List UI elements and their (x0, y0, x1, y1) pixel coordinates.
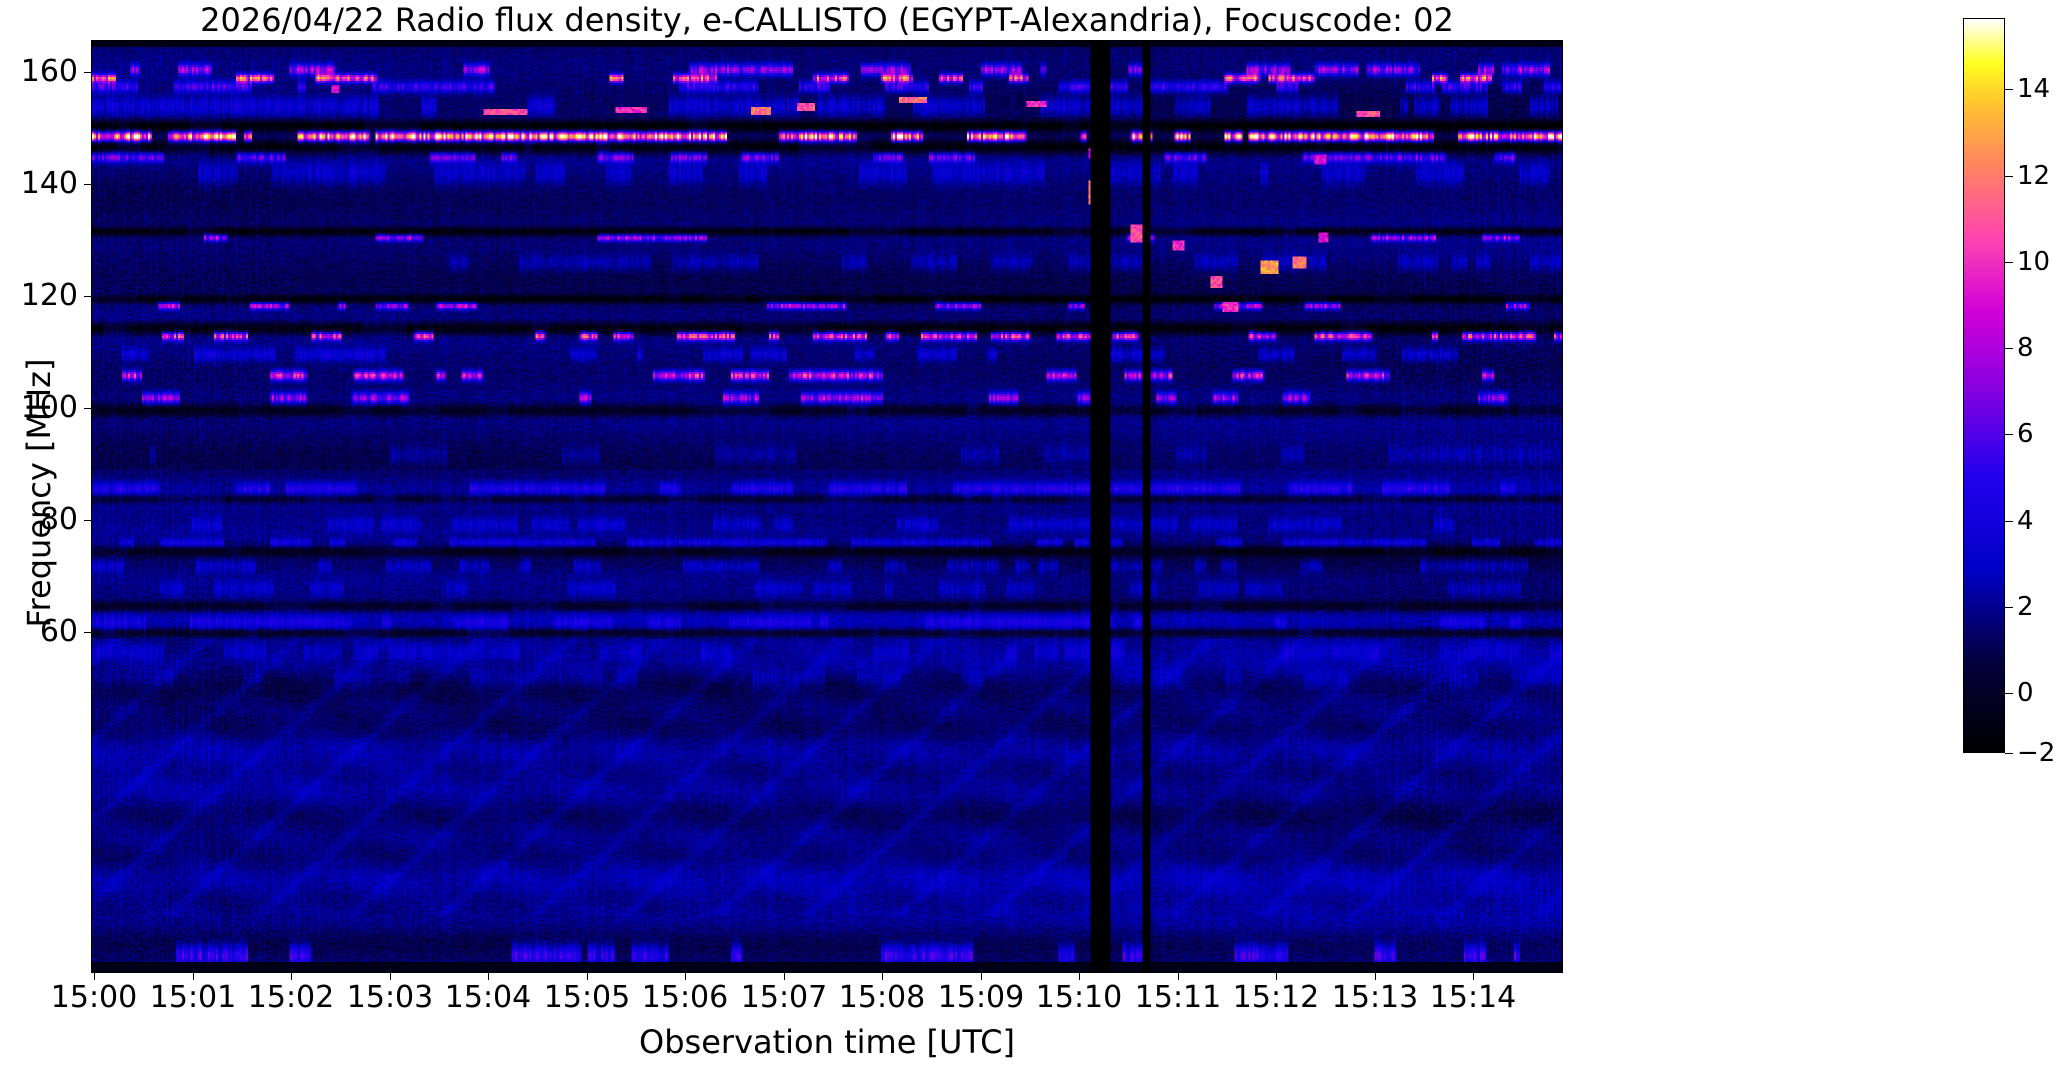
x-tick-mark (1178, 973, 1180, 980)
y-tick-label: 60 (39, 614, 78, 649)
x-tick-label: 15:09 (937, 980, 1025, 1015)
colorbar-tick-mark (2005, 176, 2013, 178)
colorbar-tick-mark (2005, 753, 2013, 755)
x-tick-label: 15:00 (50, 980, 138, 1015)
x-tick-mark (488, 973, 490, 980)
x-tick-label: 15:06 (641, 980, 729, 1015)
x-tick-mark (193, 973, 195, 980)
y-tick-label: 120 (20, 278, 78, 313)
colorbar-tick-label: 0 (2017, 678, 2034, 708)
page-title: 2026/04/22 Radio flux density, e-CALLIST… (200, 1, 1454, 39)
x-tick-mark (1473, 973, 1475, 980)
colorbar-tick-label: 14 (2017, 74, 2051, 104)
spectrogram-canvas (92, 41, 1562, 972)
y-axis-title: Frequency [MHz] (20, 358, 58, 628)
colorbar-tick-mark (2005, 693, 2013, 695)
x-tick-mark (291, 973, 293, 980)
x-tick-label: 15:02 (247, 980, 335, 1015)
colorbar-tick-mark (2005, 607, 2013, 609)
colorbar-tick-label: 4 (2017, 506, 2034, 536)
x-tick-mark (390, 973, 392, 980)
x-tick-mark (1375, 973, 1377, 980)
colorbar-tick-label: 6 (2017, 419, 2034, 449)
x-tick-label: 15:12 (1232, 980, 1320, 1015)
y-tick-mark (84, 520, 91, 522)
x-tick-label: 15:11 (1134, 980, 1222, 1015)
y-tick-label: 160 (20, 54, 78, 89)
colorbar-tick-mark (2005, 521, 2013, 523)
x-tick-mark (1276, 973, 1278, 980)
x-tick-label: 15:05 (543, 980, 631, 1015)
x-tick-label: 15:04 (444, 980, 532, 1015)
colorbar-tick-label: 10 (2017, 247, 2051, 277)
x-tick-mark (685, 973, 687, 980)
x-axis-title: Observation time [UTC] (639, 1023, 1015, 1061)
colorbar-tick-label: 8 (2017, 333, 2034, 363)
colorbar (1963, 18, 2005, 753)
colorbar-tick-mark (2005, 348, 2013, 350)
spectrogram-image (92, 41, 1562, 972)
y-tick-mark (84, 184, 91, 186)
y-tick-mark (84, 632, 91, 634)
y-tick-mark (84, 72, 91, 74)
colorbar-tick-label: 2 (2017, 592, 2034, 622)
colorbar-tick-mark (2005, 434, 2013, 436)
x-tick-mark (1079, 973, 1081, 980)
x-tick-mark (882, 973, 884, 980)
y-tick-label: 100 (20, 390, 78, 425)
colorbar-tick-label: 12 (2017, 161, 2051, 191)
x-tick-label: 15:14 (1429, 980, 1517, 1015)
y-tick-mark (84, 296, 91, 298)
colorbar-tick-label: −2 (2017, 738, 2056, 768)
x-tick-label: 15:07 (740, 980, 828, 1015)
x-tick-label: 15:08 (838, 980, 926, 1015)
y-tick-label: 80 (39, 502, 78, 537)
colorbar-gradient (1964, 19, 2004, 752)
x-tick-mark (587, 973, 589, 980)
colorbar-tick-mark (2005, 262, 2013, 264)
x-tick-label: 15:13 (1331, 980, 1419, 1015)
y-tick-mark (84, 408, 91, 410)
y-tick-label: 140 (20, 166, 78, 201)
x-tick-label: 15:01 (149, 980, 237, 1015)
x-tick-mark (94, 973, 96, 980)
x-tick-label: 15:10 (1035, 980, 1123, 1015)
y-axis-ticks: 160 140 120 100 80 60 (0, 0, 78, 1067)
colorbar-tick-mark (2005, 89, 2013, 91)
x-tick-mark (981, 973, 983, 980)
x-tick-mark (784, 973, 786, 980)
x-tick-label: 15:03 (346, 980, 434, 1015)
spectrogram-axes[interactable] (91, 40, 1563, 973)
